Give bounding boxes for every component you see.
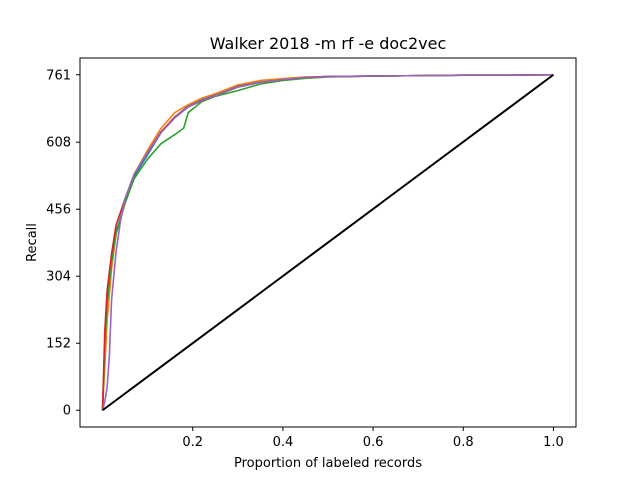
y-tick-label: 608 [46,136,71,151]
y-axis-ticks: 0 152 304 456 608 761 [46,68,80,419]
y-axis-label: Recall [25,223,40,262]
plot-frame [79,57,577,428]
plot-area [79,57,577,428]
y-tick-label: 304 [46,270,71,285]
series-layer [101,73,555,412]
chart-title: Walker 2018 -m rf -e doc2vec [210,34,447,53]
y-tick-label: 0 [63,404,71,419]
x-tick-label: 0.6 [363,435,384,450]
x-axis-label: Proportion of labeled records [234,456,422,471]
series-line-5 [101,73,554,411]
y-tick-label: 456 [46,203,71,218]
x-axis-ticks: 0.2 0.4 0.6 0.8 1.0 [182,427,564,450]
x-tick-label: 0.8 [453,435,474,450]
x-tick-label: 0.4 [273,435,294,450]
series-line-6 [101,73,555,412]
x-tick-label: 1.0 [543,435,564,450]
x-tick-label: 0.2 [182,435,203,450]
y-tick-label: 152 [46,337,71,352]
y-tick-label: 761 [46,68,71,83]
